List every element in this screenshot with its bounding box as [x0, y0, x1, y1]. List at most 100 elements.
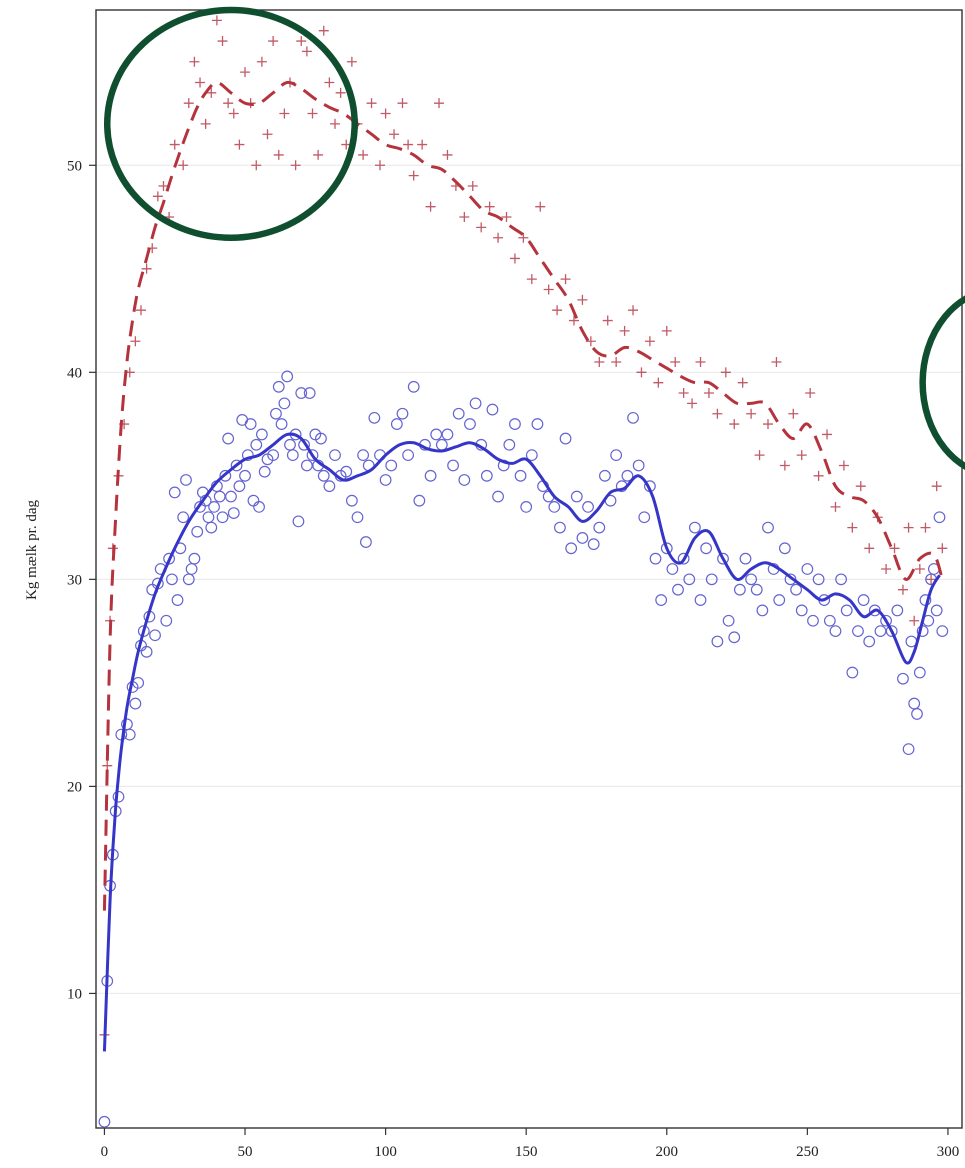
data-point-circle — [244, 418, 257, 430]
data-point-plus — [397, 98, 408, 109]
data-point-circle — [548, 500, 561, 513]
data-point-circle — [464, 418, 476, 430]
data-point-circle — [503, 438, 516, 451]
data-point-plus — [200, 118, 211, 129]
data-point-circle — [677, 552, 690, 565]
data-point-plus — [313, 149, 324, 160]
data-point-plus — [279, 108, 290, 119]
data-point-circle — [756, 604, 769, 617]
grid-lines — [96, 164, 962, 995]
x-tick-label: 150 — [515, 1144, 538, 1160]
data-point-circle — [306, 449, 319, 462]
data-point-circle — [281, 370, 294, 383]
data-point-circle — [295, 387, 308, 399]
data-point-circle — [509, 418, 521, 430]
data-point-circle — [554, 521, 566, 534]
data-point-plus — [425, 201, 436, 212]
data-point-circle — [823, 614, 836, 627]
data-point-circle — [413, 494, 426, 507]
x-tick-label: 50 — [238, 1144, 253, 1160]
data-point-circle — [213, 490, 226, 503]
data-point-circle — [98, 1115, 111, 1128]
annotation-circle — [919, 295, 965, 470]
data-point-circle — [227, 507, 240, 519]
y-axis: 10 20 30 40 50 — [67, 158, 96, 1002]
data-point-plus — [380, 108, 391, 119]
data-point-plus — [256, 56, 267, 67]
data-point-circle — [908, 697, 921, 710]
data-point-circle — [258, 465, 271, 478]
data-point-circle — [284, 438, 296, 451]
data-point-circle — [191, 525, 204, 538]
annotation-circle — [103, 6, 358, 241]
data-point-circle — [340, 465, 353, 478]
data-point-plus — [805, 388, 816, 399]
data-point-circle — [188, 552, 201, 565]
data-point-circle — [177, 511, 190, 524]
data-point-plus — [619, 325, 630, 336]
data-point-plus — [822, 429, 833, 440]
data-point-plus — [838, 460, 849, 471]
data-point-circle — [593, 521, 606, 534]
data-point-plus — [324, 77, 335, 88]
x-tick-label: 100 — [374, 1144, 397, 1160]
data-point-circle — [323, 480, 336, 493]
data-point-circle — [272, 380, 285, 393]
data-point-circle — [300, 459, 313, 472]
data-point-circle — [329, 449, 341, 462]
data-point-circle — [666, 563, 679, 575]
data-point-plus — [501, 212, 512, 223]
data-point-plus — [403, 139, 414, 150]
smooth-curve-solid — [102, 432, 941, 1052]
data-point-circle — [255, 428, 268, 441]
data-point-circle — [745, 573, 758, 586]
data-point-plus — [169, 139, 180, 150]
data-point-plus — [695, 356, 706, 367]
data-point-circle — [638, 511, 651, 524]
data-point-circle — [315, 432, 327, 445]
data-point-circle — [880, 614, 892, 627]
x-tick-label: 0 — [101, 1144, 109, 1160]
data-point-circle — [160, 614, 173, 627]
data-point-plus — [211, 15, 222, 26]
data-point-plus — [318, 25, 329, 36]
y-tick-label: 50 — [67, 158, 82, 174]
data-point-plus — [346, 56, 357, 67]
data-point-plus — [703, 388, 714, 399]
data-point-circle — [514, 469, 527, 482]
data-point-plus — [847, 522, 858, 533]
data-point-circle — [171, 594, 184, 606]
data-point-plus — [296, 36, 307, 47]
data-point-circle — [208, 500, 220, 513]
data-point-circle — [559, 432, 572, 445]
data-point-circle — [911, 708, 923, 720]
y-axis-label: Kg mælk pr. dag — [24, 500, 40, 600]
data-point-plus — [560, 274, 571, 285]
data-point-circle — [368, 411, 381, 424]
data-point-plus — [493, 232, 504, 243]
data-point-plus — [788, 408, 799, 419]
data-point-circle — [672, 583, 684, 596]
data-point-circle — [379, 474, 392, 486]
data-point-plus — [577, 294, 588, 305]
data-point-circle — [149, 629, 161, 642]
data-point-circle — [253, 500, 265, 513]
data-point-circle — [840, 604, 853, 617]
data-point-circle — [129, 697, 142, 710]
data-point-plus — [135, 305, 146, 316]
data-point-circle — [576, 532, 589, 544]
data-point-circle — [396, 407, 409, 420]
data-point-plus — [779, 460, 790, 471]
data-point-plus — [594, 356, 605, 367]
data-point-plus — [568, 315, 579, 326]
data-point-circle — [728, 631, 741, 644]
y-tick-label: 10 — [67, 986, 82, 1002]
data-point-circle — [430, 428, 443, 441]
data-point-plus — [889, 543, 900, 554]
data-point-plus — [223, 98, 234, 109]
data-point-plus — [158, 180, 169, 191]
data-point-plus — [897, 584, 908, 595]
data-point-circle — [587, 538, 600, 551]
data-point-circle — [247, 494, 260, 507]
data-point-plus — [262, 129, 273, 140]
